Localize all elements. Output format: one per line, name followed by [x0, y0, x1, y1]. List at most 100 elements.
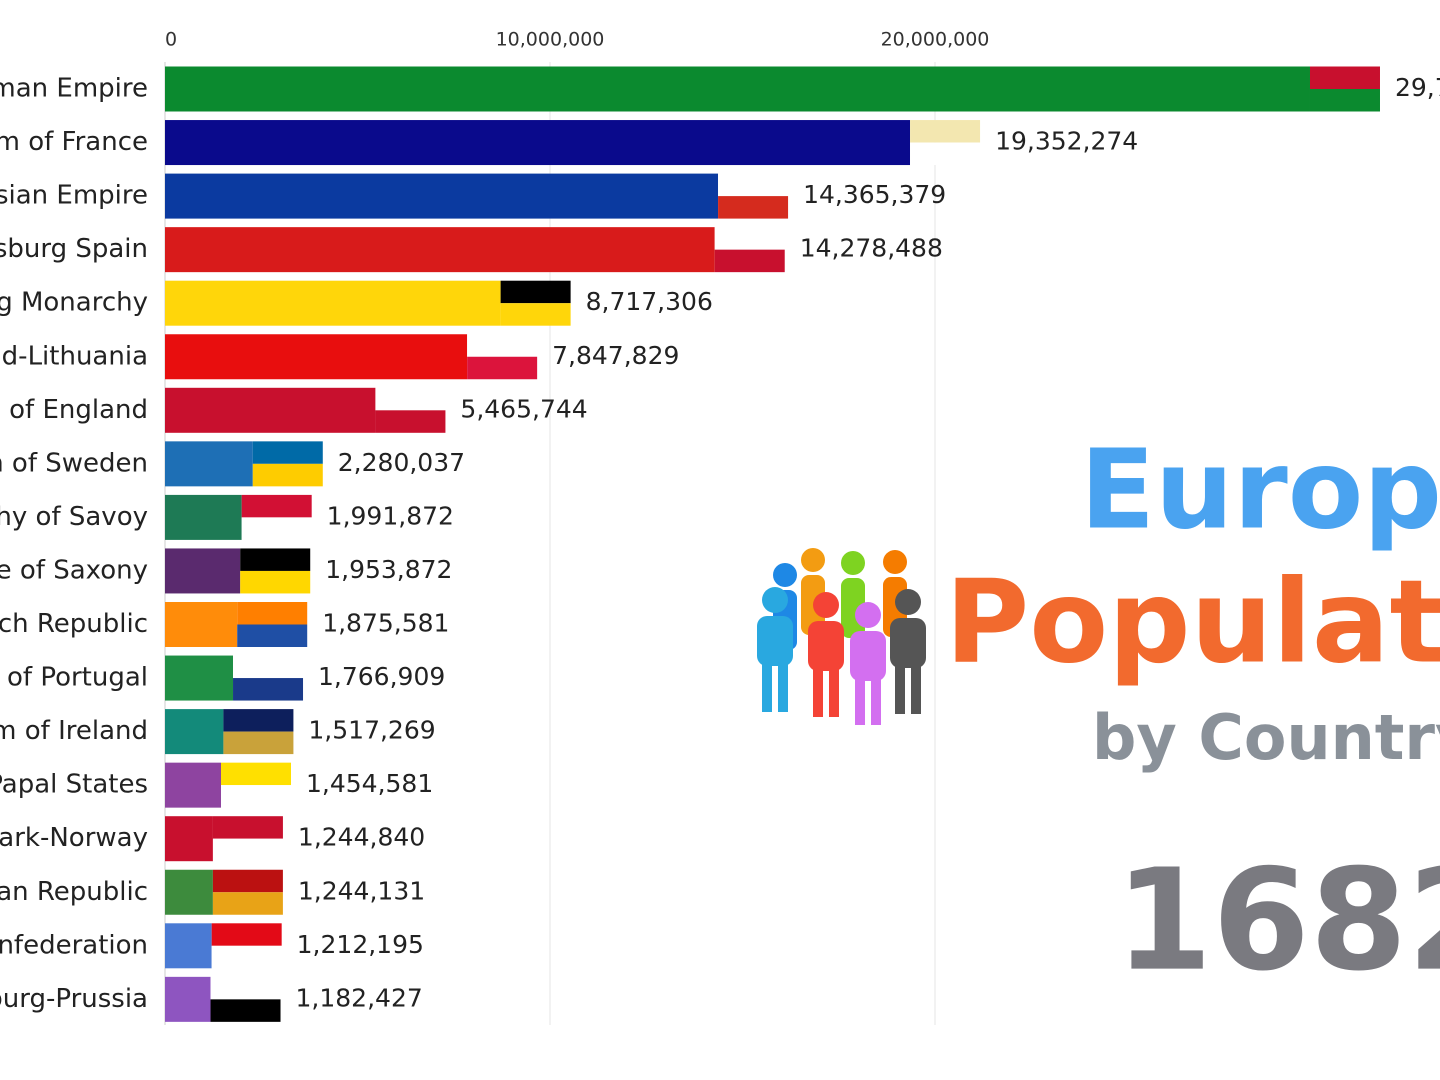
- value-label: 29,7: [1395, 73, 1440, 102]
- y-tick-label: Papal States: [0, 770, 148, 800]
- value-label: 1,766,909: [318, 662, 445, 691]
- flag: [252, 441, 323, 464]
- y-tick-label: m of Sweden: [0, 448, 148, 478]
- value-label: 1,244,840: [298, 823, 425, 852]
- subtitle: by Country: [1092, 701, 1440, 774]
- flag: [237, 602, 308, 625]
- flag: [241, 517, 312, 540]
- flag: [241, 494, 312, 518]
- value-label: 1,244,131: [298, 876, 425, 905]
- bar: [165, 120, 911, 166]
- bar: [165, 655, 234, 701]
- flag: [212, 838, 283, 862]
- flag: [375, 387, 446, 411]
- value-label: 14,278,488: [800, 234, 943, 263]
- bar: [165, 280, 501, 326]
- bar: [165, 387, 376, 433]
- y-tick-label: m of Ireland: [0, 716, 148, 746]
- y-tick-label: onfederation: [0, 930, 148, 960]
- value-label: 19,352,274: [995, 127, 1138, 156]
- bars: man Empire 29,7 om of France 19,352,274 ssia…: [0, 66, 1440, 1022]
- flag: [718, 196, 789, 219]
- bar: [165, 494, 242, 540]
- value-label: 1,953,872: [325, 555, 452, 584]
- value-label: 1,454,581: [306, 769, 433, 798]
- x-tick-label: 0: [165, 29, 177, 51]
- bar: [165, 441, 253, 487]
- y-tick-label: tch Republic: [0, 609, 148, 639]
- y-tick-label: n of England: [0, 395, 148, 425]
- flag: [223, 731, 294, 755]
- value-label: 1,875,581: [322, 609, 449, 638]
- flag: [212, 869, 283, 893]
- grid: 0 10,000,000 20,000,000: [164, 29, 990, 1025]
- flag: [910, 120, 981, 143]
- flag: [212, 816, 283, 839]
- bar: [165, 709, 224, 755]
- flag: [467, 334, 538, 357]
- bar: [165, 66, 1310, 112]
- flag: [240, 570, 311, 594]
- flag: [1309, 89, 1380, 112]
- flag: [467, 356, 538, 380]
- y-tick-label: rg Monarchy: [0, 288, 148, 318]
- flag: [211, 945, 282, 969]
- bar: [165, 227, 715, 273]
- flag: [233, 655, 304, 679]
- flag: [500, 280, 571, 304]
- value-label: 1,212,195: [297, 930, 424, 959]
- y-tick-label: n of Portugal: [0, 663, 148, 693]
- y-tick-label: burg-Prussia: [0, 984, 148, 1014]
- title: Populati: [945, 556, 1440, 690]
- y-tick-label: ssian Empire: [0, 181, 148, 211]
- value-label: 14,365,379: [803, 180, 946, 209]
- y-tick-label: man Empire: [0, 74, 148, 104]
- flag: [714, 249, 785, 273]
- flag: [718, 173, 789, 197]
- value-label: 1,182,427: [296, 983, 423, 1012]
- y-tick-label: om of France: [0, 127, 148, 157]
- flag: [221, 762, 292, 786]
- flag: [233, 678, 304, 701]
- flag: [212, 892, 283, 915]
- value-label: 7,847,829: [552, 341, 679, 370]
- flag: [252, 463, 323, 487]
- title: Europe: [1080, 425, 1440, 553]
- flag: [221, 785, 292, 808]
- value-label: 2,280,037: [338, 448, 465, 477]
- bar: [165, 173, 719, 219]
- flag: [240, 548, 311, 571]
- flag: [211, 923, 282, 946]
- value-label: 1,991,872: [327, 501, 454, 530]
- y-tick-label: nd-Lithuania: [0, 341, 148, 371]
- bar: [165, 762, 222, 808]
- bar: [165, 923, 212, 969]
- flag: [237, 624, 308, 647]
- x-tick-label: 10,000,000: [496, 29, 605, 51]
- flag: [1309, 66, 1380, 89]
- y-tick-label: chy of Savoy: [0, 502, 148, 532]
- bar: [165, 976, 211, 1022]
- bar: [165, 602, 238, 647]
- people-icon: [757, 548, 926, 725]
- flag: [375, 410, 446, 433]
- y-tick-label: ark-Norway: [0, 823, 148, 853]
- y-tick-label: bsburg Spain: [0, 234, 148, 264]
- flag: [210, 999, 281, 1022]
- y-tick-label: ian Republic: [0, 877, 148, 907]
- flag: [223, 709, 294, 732]
- flag: [500, 303, 571, 326]
- value-label: 8,717,306: [586, 287, 713, 316]
- flag: [714, 227, 785, 250]
- bar: [165, 334, 468, 380]
- year: 1682: [1115, 840, 1440, 1003]
- value-label: 1,517,269: [308, 716, 435, 745]
- x-tick-label: 20,000,000: [881, 29, 990, 51]
- bar: [165, 869, 213, 915]
- y-tick-label: te of Saxony: [0, 555, 148, 585]
- flag: [210, 976, 281, 1000]
- bar: [165, 816, 213, 862]
- flag: [910, 142, 981, 166]
